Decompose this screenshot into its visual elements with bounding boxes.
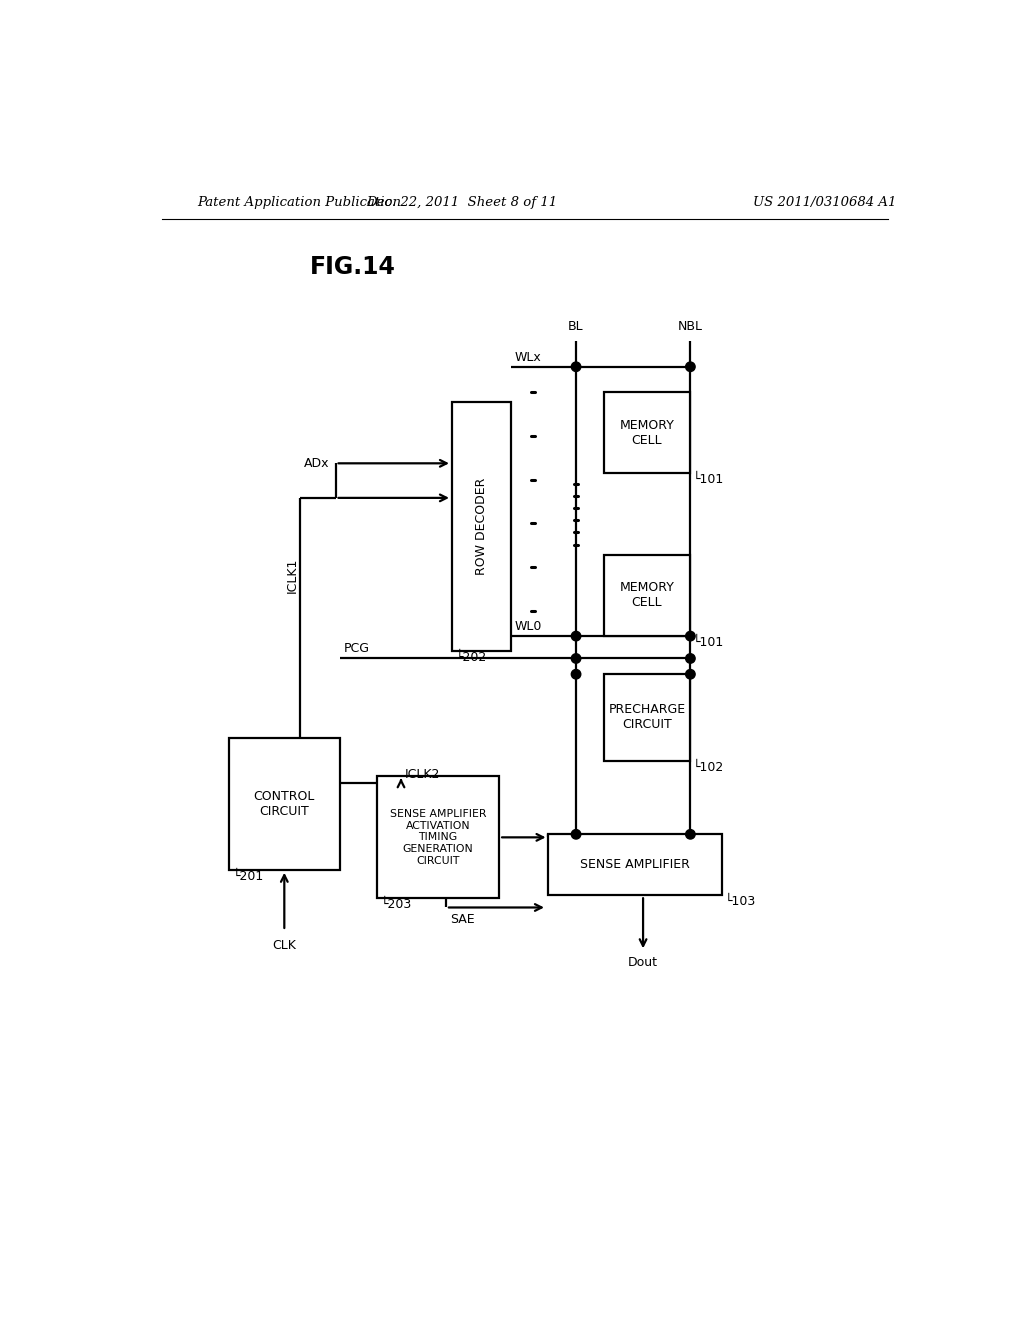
- Bar: [549, 834, 722, 895]
- Text: Dout: Dout: [628, 956, 658, 969]
- Circle shape: [686, 631, 695, 640]
- Text: ICLK2: ICLK2: [404, 768, 440, 781]
- Text: NBL: NBL: [678, 321, 702, 333]
- Circle shape: [571, 362, 581, 371]
- Text: BL: BL: [568, 321, 584, 333]
- Text: ADx: ADx: [304, 457, 330, 470]
- Text: └102: └102: [693, 760, 724, 774]
- Text: CONTROL
CIRCUIT: CONTROL CIRCUIT: [254, 789, 315, 818]
- Bar: [377, 776, 499, 899]
- Text: ROW DECODER: ROW DECODER: [475, 478, 487, 576]
- Circle shape: [571, 669, 581, 678]
- Bar: [229, 738, 340, 870]
- Text: CLK: CLK: [272, 939, 296, 952]
- Circle shape: [571, 829, 581, 840]
- Text: Patent Application Publication: Patent Application Publication: [198, 195, 401, 209]
- Text: SENSE AMPLIFIER
ACTIVATION
TIMING
GENERATION
CIRCUIT: SENSE AMPLIFIER ACTIVATION TIMING GENERA…: [390, 809, 486, 866]
- Circle shape: [686, 669, 695, 678]
- Circle shape: [571, 631, 581, 640]
- Text: US 2011/0310684 A1: US 2011/0310684 A1: [753, 195, 896, 209]
- Circle shape: [686, 653, 695, 663]
- Text: MEMORY
CELL: MEMORY CELL: [620, 581, 675, 610]
- Text: PCG: PCG: [343, 643, 370, 656]
- Bar: [452, 401, 511, 651]
- Text: WLx: WLx: [515, 351, 542, 364]
- Bar: [603, 392, 690, 474]
- Circle shape: [686, 829, 695, 840]
- Circle shape: [571, 653, 581, 663]
- Text: └202: └202: [456, 651, 487, 664]
- Text: PRECHARGE
CIRCUIT: PRECHARGE CIRCUIT: [608, 704, 686, 731]
- Text: └101: └101: [693, 474, 724, 487]
- Text: Dec. 22, 2011  Sheet 8 of 11: Dec. 22, 2011 Sheet 8 of 11: [367, 195, 557, 209]
- Bar: [603, 554, 690, 636]
- Text: FIG.14: FIG.14: [310, 255, 396, 279]
- Text: └103: └103: [724, 895, 756, 908]
- Bar: [603, 675, 690, 760]
- Text: MEMORY
CELL: MEMORY CELL: [620, 418, 675, 447]
- Text: └201: └201: [233, 870, 264, 883]
- Text: SENSE AMPLIFIER: SENSE AMPLIFIER: [581, 858, 690, 871]
- Text: └101: └101: [693, 636, 724, 649]
- Text: └203: └203: [381, 899, 412, 911]
- Text: WL0: WL0: [515, 620, 543, 634]
- Text: ICLK1: ICLK1: [286, 557, 299, 593]
- Circle shape: [686, 362, 695, 371]
- Text: SAE: SAE: [450, 912, 474, 925]
